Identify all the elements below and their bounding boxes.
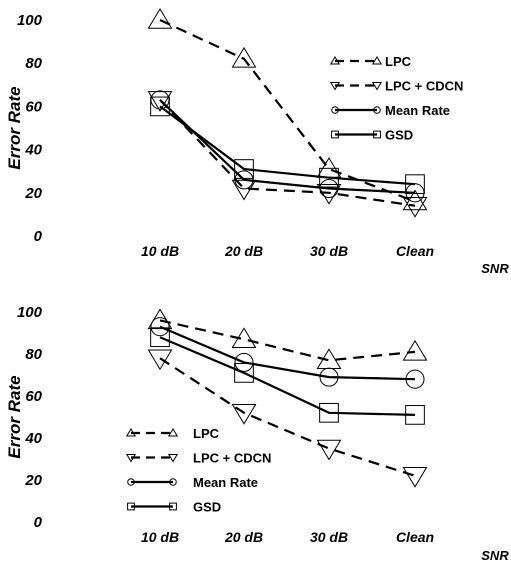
chart1-legend-lpc-cdcn-marker-right	[371, 82, 383, 91]
chart2-legend-mean-rate-marker-left	[127, 478, 135, 486]
chart2-series-lpc-cdcn-point-20-db	[231, 404, 257, 425]
chart1-series-lpc-point-10-db	[147, 8, 173, 29]
chart2-y-tick-80: 80	[25, 346, 42, 363]
chart2-series-gsd-point-30-db	[319, 402, 339, 423]
chart2-legend-lpc-label: LPC	[193, 426, 220, 441]
chart2-series-mean-rate-point-clean	[405, 369, 425, 389]
chart1-legend-lpc-label: LPC	[385, 54, 412, 69]
chart1-legend-mean-rate-label: Mean Rate	[385, 103, 450, 118]
chart2-y-tick-20: 20	[24, 472, 42, 489]
chart1-series-gsd-point-20-db	[234, 159, 254, 179]
chart1-legend-mean-rate-marker-left	[331, 106, 339, 114]
chart1-legend-lpc-cdcn-marker-left	[329, 82, 341, 91]
chart2-series-lpc-point-10-db	[147, 308, 173, 330]
chart1-series-lpc-point-20-db	[231, 46, 257, 68]
chart2-series-lpc-cdcn-point-10-db	[147, 349, 173, 371]
chart1-legend-gsd-label: GSD	[385, 128, 413, 143]
chart2-legend-gsd-marker-right	[169, 502, 177, 511]
chart2-series-mean-rate-point-10-db	[150, 317, 170, 337]
chart2-legend-lpc-cdcn-marker-left	[125, 454, 137, 463]
chart1-series-lpc-cdcn-point-10-db	[147, 91, 173, 112]
chart1-legend-mean-rate-marker-right	[373, 106, 381, 114]
chart2-legend-gsd-marker-left	[127, 502, 135, 511]
chart2-legend-mean-rate-marker-right	[169, 478, 177, 486]
chart2-series-mean-rate-point-20-db	[234, 352, 254, 372]
chart1-legend-lpc-cdcn-label: LPC + CDCN	[385, 79, 463, 94]
chart2-y-tick-60: 60	[25, 388, 42, 405]
chart2-series-mean-rate-point-30-db	[319, 367, 339, 387]
chart2-legend-lpc-cdcn-label: LPC + CDCN	[193, 451, 271, 466]
chart2-y-tick-40: 40	[24, 430, 42, 447]
chart1-series-gsd-point-10-db	[150, 96, 170, 117]
chart2-y-tick-100: 100	[17, 304, 43, 321]
chart1-series-lpc-cdcn-point-clean	[402, 197, 428, 218]
chart1-series-mean-rate-line	[159, 99, 416, 194]
chart2-series-gsd-line	[159, 336, 416, 416]
chart2-legend-gsd-label: GSD	[193, 500, 221, 515]
chart1-series-lpc-cdcn-point-30-db	[316, 184, 342, 205]
chart1-y-tick-60: 60	[25, 98, 42, 115]
chart1-x-axis-label: SNR	[481, 261, 509, 276]
chart1-x-tick-10-db: 10 dB	[141, 243, 179, 259]
chart2-series-lpc-line	[159, 319, 416, 362]
chart1-legend-lpc-marker-left	[329, 56, 341, 65]
chart1-legend-gsd-marker-left	[331, 130, 339, 139]
chart2-series-gsd-point-20-db	[234, 363, 254, 383]
chart1-series-lpc-point-30-db	[316, 157, 342, 178]
chart1-series-mean-rate-point-20-db	[234, 170, 254, 190]
chart1-x-tick-20-db: 20 dB	[224, 243, 263, 259]
chart1-y-axis-label: Error Rate	[5, 86, 24, 169]
chart2-legend-lpc-marker-right	[167, 428, 179, 437]
chart2-series-gsd-point-10-db	[150, 327, 170, 348]
chart1-series-lpc-line	[159, 19, 416, 203]
chart1-series-gsd-point-clean	[405, 174, 425, 195]
chart1-series-gsd-line	[159, 105, 416, 186]
chart1-legend-lpc-marker-right	[371, 56, 383, 65]
chart1-y-tick-0: 0	[34, 228, 43, 245]
chart2-x-tick-clean: Clean	[396, 529, 434, 545]
chart2-series-lpc-point-clean	[402, 339, 428, 361]
chart2-x-tick-30-db: 30 dB	[310, 529, 348, 545]
chart1-y-tick-100: 100	[17, 12, 43, 29]
chart1-series-mean-rate-point-30-db	[319, 178, 339, 198]
chart2-series-mean-rate-line	[159, 325, 416, 381]
chart2-y-tick-0: 0	[34, 514, 43, 531]
chart1-y-tick-20: 20	[24, 185, 42, 202]
chart2-x-tick-20-db: 20 dB	[224, 529, 263, 545]
chart2-legend-lpc-cdcn-marker-right	[167, 454, 179, 463]
chart2-series-gsd-point-clean	[405, 405, 425, 425]
chart1-y-tick-40: 40	[24, 142, 42, 159]
chart2-x-axis-label: SNR	[481, 548, 509, 563]
chart2-legend-lpc-marker-left	[125, 428, 137, 437]
chart2-y-axis-label: Error Rate	[5, 375, 24, 458]
chart2-series-lpc-cdcn-point-30-db	[316, 439, 342, 461]
chart2-legend-mean-rate-label: Mean Rate	[193, 475, 258, 490]
chart1-x-tick-clean: Clean	[396, 243, 434, 259]
chart2-series-lpc-point-20-db	[231, 327, 257, 349]
chart1-y-tick-80: 80	[25, 55, 42, 72]
chart1-series-lpc-cdcn-line	[159, 99, 416, 207]
chart1-x-tick-30-db: 30 dB	[310, 243, 348, 259]
chart2-series-lpc-cdcn-point-clean	[402, 467, 428, 488]
chart1-legend-gsd-marker-right	[373, 130, 381, 139]
chart1-series-gsd-point-30-db	[319, 167, 339, 188]
chart2-series-lpc-cdcn-line	[159, 357, 416, 477]
chart2-x-tick-10-db: 10 dB	[141, 529, 179, 545]
